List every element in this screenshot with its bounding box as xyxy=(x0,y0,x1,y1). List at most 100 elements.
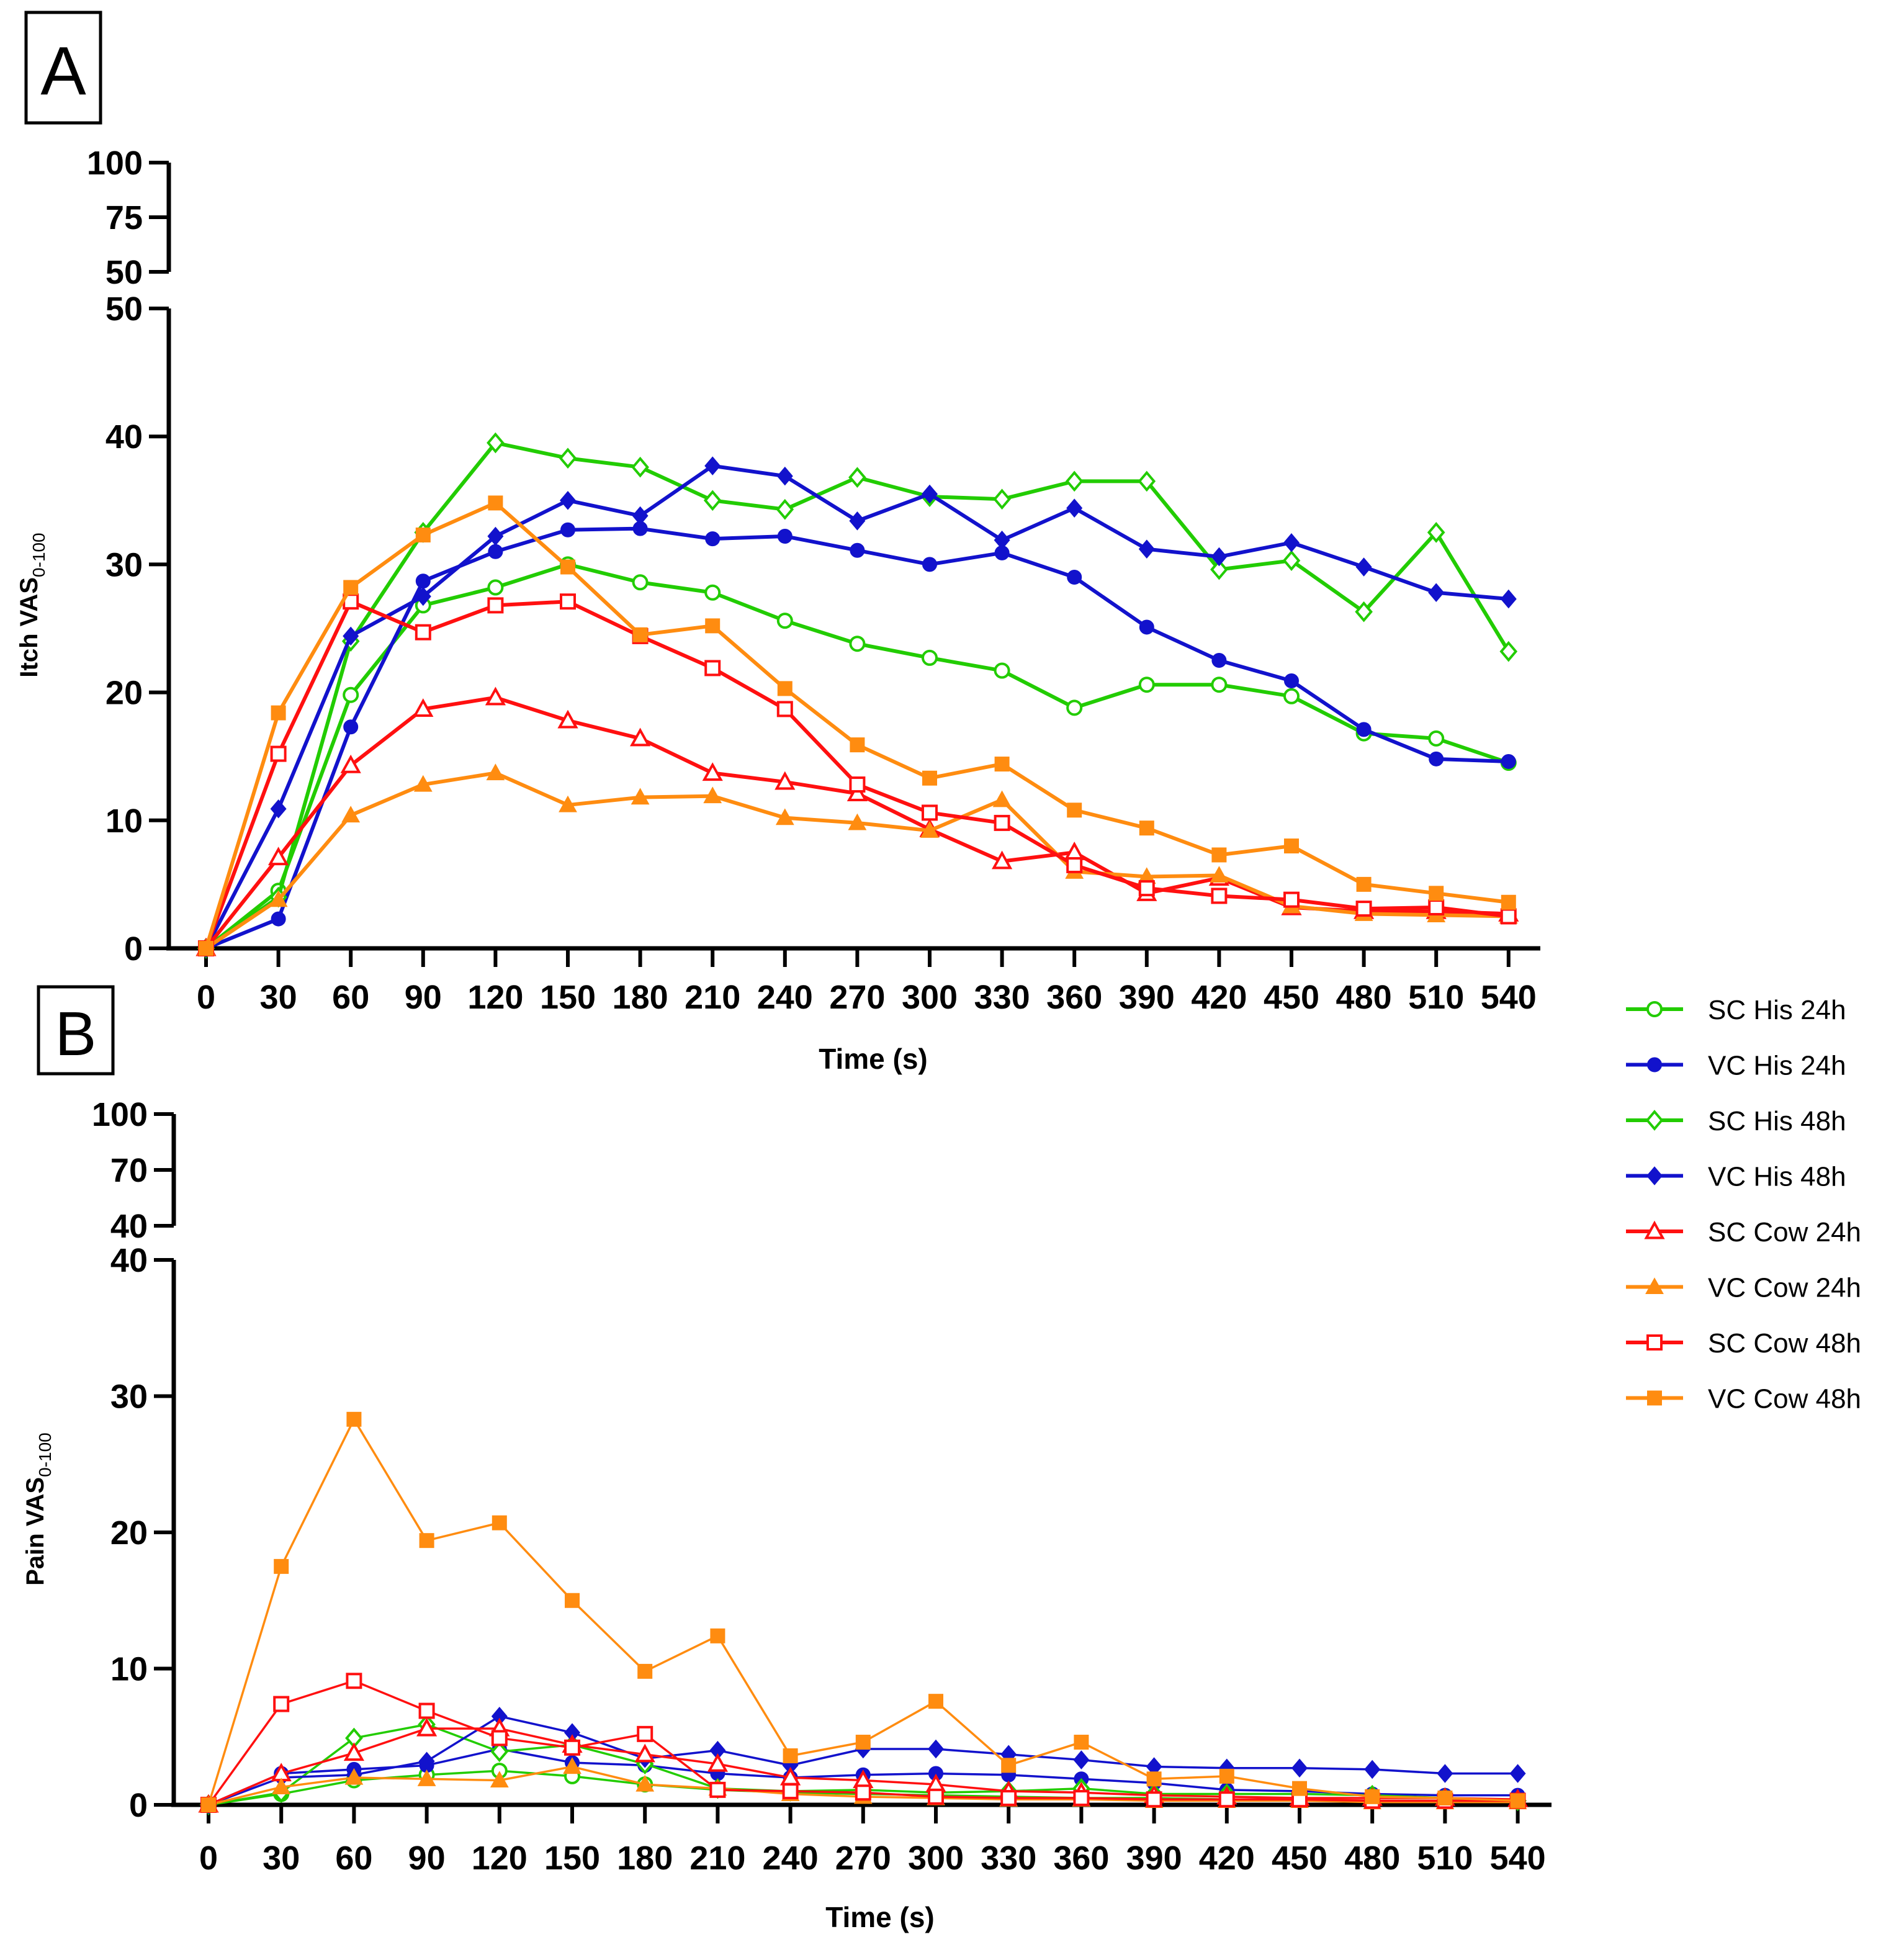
data-point xyxy=(922,649,938,666)
data-point xyxy=(1501,753,1516,769)
data-point xyxy=(1283,891,1300,908)
legend-entry: VC Cow 24h xyxy=(1626,1273,1861,1303)
x-tick-label: 450 xyxy=(1272,1840,1327,1877)
data-point xyxy=(269,890,288,907)
data-point xyxy=(707,1753,728,1772)
x-tick-label: 540 xyxy=(1490,1840,1546,1877)
data-point xyxy=(709,1781,726,1798)
data-point xyxy=(1146,1771,1162,1787)
data-point xyxy=(1291,1758,1308,1778)
data-point xyxy=(1211,888,1228,904)
y-tick-label-upper: 70 xyxy=(110,1152,148,1189)
data-point xyxy=(850,542,865,558)
y-tick-label-upper: 100 xyxy=(87,145,143,182)
x-tick-label: 60 xyxy=(335,1840,372,1877)
data-point xyxy=(1073,1790,1090,1807)
x-tick-label: 420 xyxy=(1191,979,1247,1016)
data-point xyxy=(1138,880,1155,897)
data-point xyxy=(992,790,1012,807)
data-point xyxy=(1429,751,1444,766)
legend-marker xyxy=(1645,1110,1664,1131)
data-point xyxy=(415,624,431,641)
data-point xyxy=(846,783,868,802)
data-point xyxy=(1355,601,1373,623)
data-point xyxy=(1067,802,1082,818)
x-tick-label: 210 xyxy=(689,1840,745,1877)
x-tick-label: 180 xyxy=(617,1840,673,1877)
x-tick-label: 0 xyxy=(197,979,215,1016)
data-point xyxy=(273,1696,290,1712)
data-point xyxy=(783,1748,798,1763)
data-point xyxy=(1138,470,1156,492)
legend-marker xyxy=(1645,1277,1664,1295)
data-point xyxy=(777,681,793,696)
data-point xyxy=(928,1694,943,1709)
data-point xyxy=(1210,866,1229,883)
data-point xyxy=(850,737,865,753)
data-point xyxy=(1283,688,1300,704)
data-point xyxy=(487,526,504,546)
x-tick-label: 480 xyxy=(1344,1840,1400,1877)
data-point xyxy=(343,686,359,703)
data-point xyxy=(637,1725,653,1742)
y-tick-label: 40 xyxy=(106,418,143,456)
legend-marker xyxy=(1646,1166,1663,1185)
data-point xyxy=(1067,570,1082,585)
data-point xyxy=(268,847,289,866)
data-point xyxy=(922,484,938,504)
data-point xyxy=(1429,886,1444,901)
data-point xyxy=(994,757,1010,772)
data-point xyxy=(1355,901,1372,917)
y-tick-label: 10 xyxy=(110,1651,148,1688)
data-point xyxy=(1138,677,1155,693)
data-point xyxy=(1139,619,1154,635)
data-point xyxy=(920,821,939,838)
data-point xyxy=(703,786,722,804)
y-tick-label-upper: 75 xyxy=(106,199,143,236)
y-tick-label: 20 xyxy=(106,675,143,712)
x-tick-label: 0 xyxy=(199,1840,218,1877)
panel-b-frame xyxy=(37,985,115,1076)
x-tick-label: 90 xyxy=(405,979,442,1016)
legend-entry: SC His 48h xyxy=(1626,1106,1846,1136)
panel-b-letter: B xyxy=(55,999,97,1069)
x-tick-label: 390 xyxy=(1119,979,1175,1016)
data-point xyxy=(775,771,796,790)
legend-entry: SC His 24h xyxy=(1626,995,1846,1025)
data-point xyxy=(1437,1791,1453,1806)
data-point xyxy=(848,467,866,488)
data-point xyxy=(1066,498,1083,518)
data-point xyxy=(563,1757,582,1774)
data-point xyxy=(634,1743,655,1763)
data-point xyxy=(1284,838,1299,854)
legend-marker xyxy=(1644,1220,1665,1239)
data-point xyxy=(1356,876,1372,892)
legend-marker xyxy=(1647,1057,1662,1072)
y-axis-title: Itch VAS0-100 xyxy=(16,533,48,677)
data-point xyxy=(1211,653,1227,668)
legend-marker xyxy=(1646,1001,1663,1017)
x-tick-label: 240 xyxy=(757,979,813,1016)
data-point xyxy=(993,488,1011,510)
x-tick-label: 180 xyxy=(613,979,668,1016)
x-tick-label: 450 xyxy=(1264,979,1319,1016)
data-point xyxy=(928,1788,944,1805)
data-point xyxy=(487,579,504,596)
data-point xyxy=(1283,533,1300,552)
y-tick-label: 30 xyxy=(106,546,143,583)
data-point xyxy=(557,709,578,729)
data-point xyxy=(704,456,721,475)
data-point xyxy=(775,808,794,825)
legend-marker xyxy=(1646,1334,1663,1351)
panel-b-label: B xyxy=(37,985,115,1076)
data-point xyxy=(1211,547,1228,567)
data-point xyxy=(1211,847,1227,863)
series-vc-his-24h xyxy=(199,521,1516,956)
data-point xyxy=(632,506,649,526)
x-tick-label: 510 xyxy=(1417,1840,1473,1877)
x-tick-label: 30 xyxy=(260,979,297,1016)
data-point xyxy=(413,698,434,717)
data-point xyxy=(488,495,503,511)
data-point xyxy=(415,573,431,589)
